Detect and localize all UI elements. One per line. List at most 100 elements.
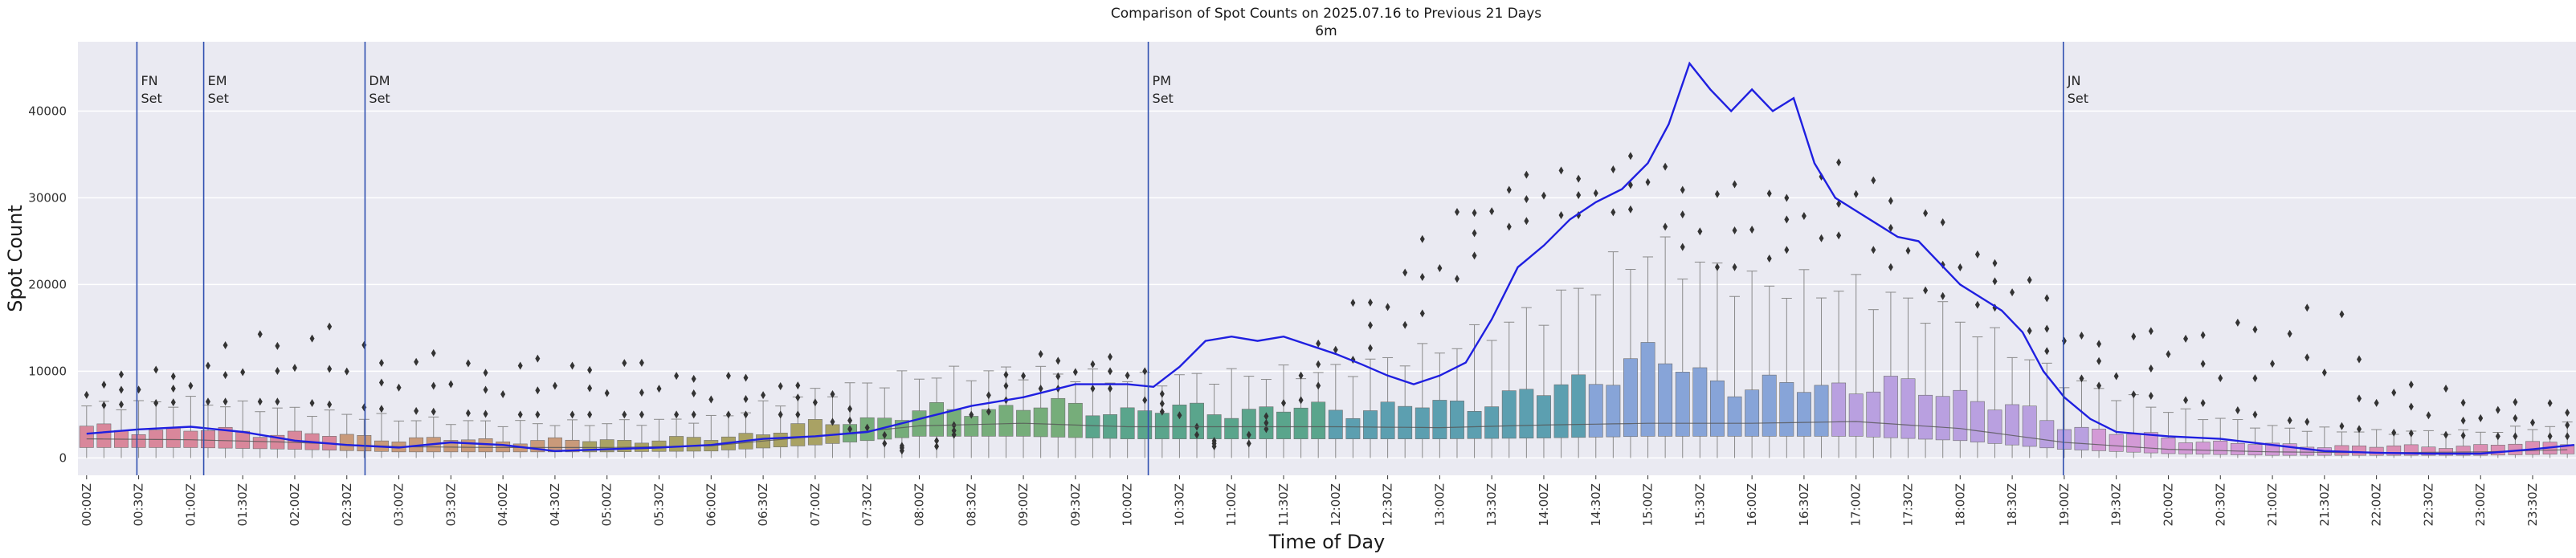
x-tick-label: 06:30Z	[756, 483, 770, 527]
outlier-point	[170, 398, 176, 407]
box	[1190, 402, 1204, 439]
outlier-point	[2426, 411, 2431, 420]
outlier-point	[2148, 327, 2153, 336]
outlier-point	[309, 399, 315, 407]
box	[1398, 405, 1413, 439]
outlier-point	[2252, 374, 2258, 383]
box	[1779, 382, 1794, 437]
x-tick-label: 17:30Z	[1901, 483, 1916, 527]
outlier-point	[1819, 173, 1824, 181]
outlier-point	[378, 378, 384, 387]
outlier-point	[1732, 226, 1737, 234]
box	[2056, 429, 2072, 450]
outlier-point	[1333, 345, 1338, 354]
outlier-point	[1611, 208, 1616, 217]
outlier-point	[830, 417, 835, 426]
outlier-point	[2339, 310, 2345, 319]
outlier-point	[1159, 407, 1165, 416]
outlier-point	[2113, 372, 2119, 381]
outlier-point	[465, 359, 471, 368]
event-label: EM	[208, 73, 227, 88]
box	[96, 423, 112, 448]
outlier-point	[1853, 189, 1859, 198]
outlier-point	[2460, 431, 2466, 440]
outlier-point	[812, 398, 818, 407]
outlier-point	[2044, 294, 2050, 303]
outlier-point	[1021, 372, 1027, 381]
outlier-point	[639, 410, 644, 419]
box	[1709, 380, 1725, 437]
x-tick-label: 11:30Z	[1276, 483, 1291, 527]
outlier-point	[1958, 263, 1963, 271]
outlier-point	[656, 385, 662, 393]
outlier-point	[1419, 234, 1425, 243]
outlier-point	[2547, 432, 2553, 441]
box	[2386, 445, 2402, 456]
outlier-point	[2044, 324, 2050, 333]
chart-subtitle: 6m	[1315, 23, 1337, 39]
outlier-point	[1108, 367, 1113, 376]
grid-lines	[78, 110, 2576, 459]
outlier-point	[691, 389, 696, 398]
outlier-point	[1576, 191, 1582, 200]
box	[1241, 409, 1256, 439]
outlier-point	[1766, 189, 1772, 198]
x-tick-label: 12:30Z	[1381, 483, 1395, 527]
outlier-point	[2460, 416, 2466, 425]
event-markers: FN Set EM Set DM Set PM Set JN Set	[136, 42, 2088, 475]
outlier-point	[275, 341, 280, 350]
box	[1311, 401, 1326, 439]
outlier-point	[1992, 259, 1998, 267]
outlier-point	[1940, 218, 1945, 226]
box	[1068, 402, 1083, 438]
outlier-point	[396, 383, 402, 392]
outlier-point	[1281, 398, 1287, 407]
outlier-point	[2565, 409, 2570, 417]
outlier-point	[483, 409, 488, 418]
outlier-point	[240, 368, 246, 377]
y-tick-label: 30000	[28, 190, 67, 205]
outlier-point	[986, 391, 991, 400]
outlier-point	[795, 410, 801, 419]
outlier-point	[1871, 246, 1876, 255]
outlier-point	[1940, 291, 1945, 300]
outlier-point	[257, 397, 263, 406]
outlier-point	[864, 423, 870, 432]
x-tick-label: 18:30Z	[2005, 483, 2019, 527]
box	[1606, 385, 1621, 438]
outlier-point	[604, 389, 610, 397]
box	[2230, 442, 2245, 455]
outlier-point	[1419, 309, 1425, 318]
outlier-point	[725, 372, 731, 381]
outlier-point	[1246, 439, 1251, 448]
box	[2039, 420, 2055, 449]
outlier-point	[1211, 437, 1217, 446]
box	[1814, 385, 1829, 437]
outlier-point	[327, 400, 333, 409]
box	[2109, 434, 2124, 452]
outlier-point	[1264, 412, 1269, 421]
outlier-point	[327, 322, 333, 331]
box	[1501, 390, 1517, 439]
outlier-point	[344, 367, 349, 376]
outlier-point	[1159, 389, 1165, 398]
outlier-point	[1108, 352, 1113, 361]
outlier-point	[986, 407, 991, 416]
outlier-point	[431, 348, 436, 357]
outlier-point	[2079, 332, 2084, 340]
outlier-point	[500, 389, 506, 398]
outlier-point	[1402, 320, 1408, 329]
outlier-point	[899, 442, 904, 450]
outlier-point	[674, 410, 680, 419]
outlier-point	[2357, 425, 2362, 434]
outlier-point	[795, 381, 801, 390]
x-tick-label: 16:30Z	[1797, 483, 1811, 527]
box	[496, 441, 511, 453]
box	[686, 437, 701, 452]
outlier-point	[743, 395, 749, 404]
today-series-line	[86, 61, 2574, 455]
outlier-point	[2044, 347, 2050, 356]
x-tick-label: 21:00Z	[2265, 483, 2280, 527]
outlier-point	[691, 410, 696, 419]
outlier-point	[1801, 212, 1806, 221]
